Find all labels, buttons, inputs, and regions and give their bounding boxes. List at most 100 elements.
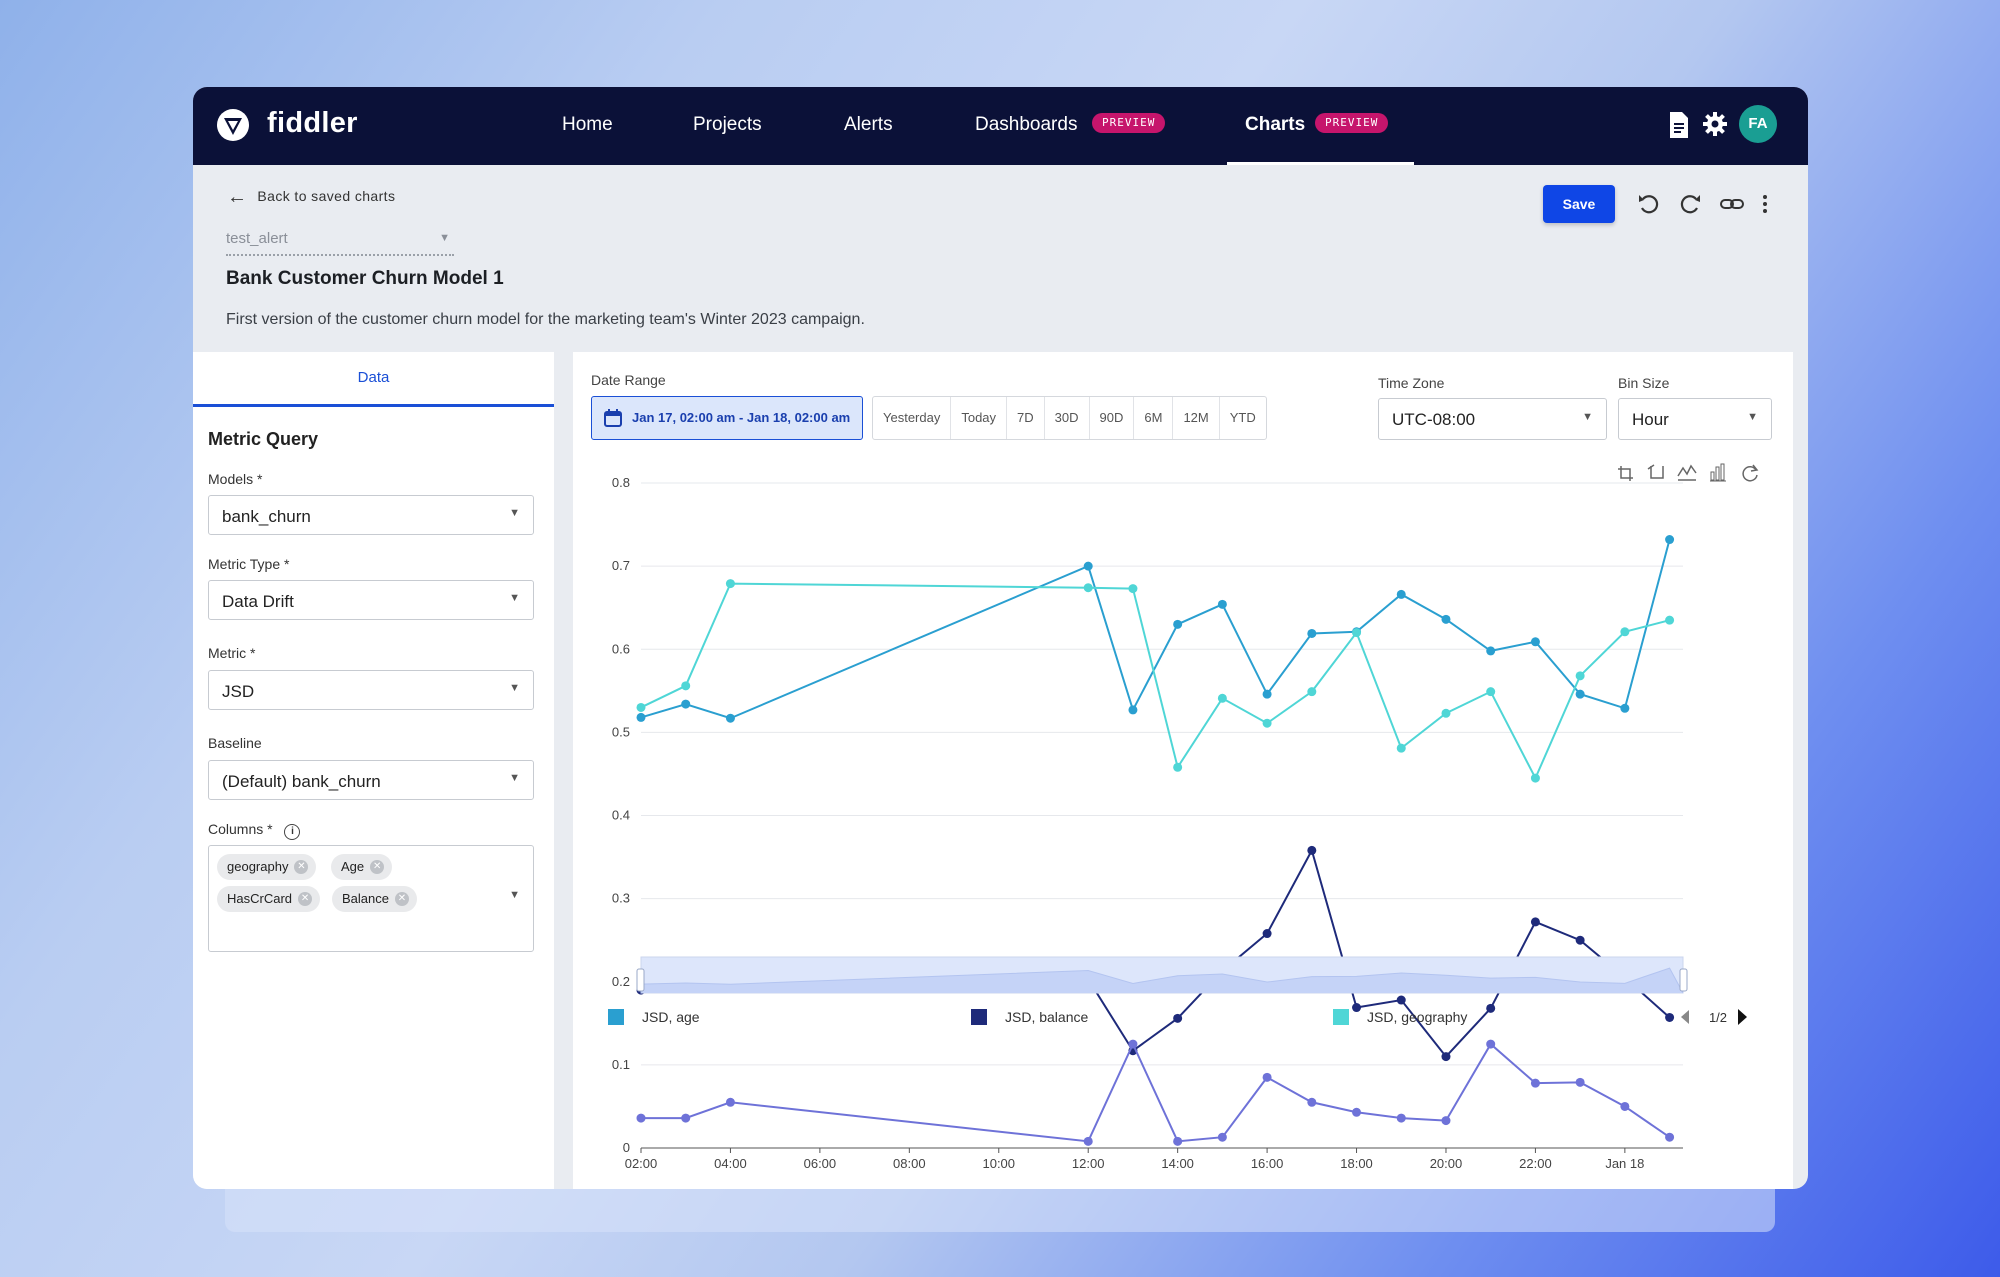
data-point[interactable]: [1128, 1039, 1138, 1049]
bar-icon[interactable]: [1710, 463, 1726, 482]
data-point[interactable]: [1307, 628, 1317, 638]
metric-type-select[interactable]: Data Drift ▼: [208, 580, 534, 620]
back-to-saved-charts-link[interactable]: ← Back to saved charts: [227, 186, 395, 209]
preset-today[interactable]: Today: [951, 397, 1008, 439]
data-point[interactable]: [1173, 619, 1183, 629]
data-point[interactable]: [1128, 705, 1138, 715]
legend-swatch[interactable]: [971, 1009, 987, 1025]
data-point[interactable]: [1262, 1072, 1272, 1082]
time-zone-select[interactable]: UTC-08:00 ▼: [1378, 398, 1607, 440]
drift-line-chart[interactable]: 0 0.1 0.2 0.3 0.4 0.5 0.6 0.7 0.8 02:00 04:00 06:0…: [573, 352, 1793, 1189]
legend-swatch[interactable]: [1333, 1009, 1349, 1025]
slider-handle-left[interactable]: [636, 968, 645, 992]
data-point[interactable]: [1665, 535, 1675, 545]
baseline-select[interactable]: (Default) bank_churn ▼: [208, 760, 534, 800]
data-point[interactable]: [1173, 1013, 1183, 1023]
slider-handle-right[interactable]: [1679, 968, 1688, 992]
data-point[interactable]: [1083, 583, 1093, 593]
bin-size-select[interactable]: Hour ▼: [1618, 398, 1772, 440]
info-icon[interactable]: i: [284, 824, 301, 840]
data-zoom-slider[interactable]: [636, 956, 1688, 994]
remove-chip-icon[interactable]: ✕: [394, 892, 409, 906]
nav-dashboards[interactable]: Dashboards: [975, 114, 1078, 135]
data-point[interactable]: [1530, 1078, 1540, 1088]
data-point[interactable]: [1530, 773, 1540, 783]
line-icon[interactable]: [1677, 464, 1697, 481]
legend-next-icon[interactable]: [1738, 1009, 1747, 1025]
data-point[interactable]: [1262, 929, 1272, 939]
link-icon[interactable]: [1719, 191, 1745, 222]
restore-icon[interactable]: [1742, 464, 1759, 482]
tab-data[interactable]: Data: [193, 352, 554, 407]
data-point[interactable]: [1173, 762, 1183, 772]
legend-swatch[interactable]: [608, 1009, 624, 1025]
data-point[interactable]: [1396, 1113, 1406, 1123]
legend-prev-icon[interactable]: [1681, 1010, 1689, 1024]
preset-yesterday[interactable]: Yesterday: [873, 397, 952, 439]
legend-label[interactable]: JSD, balance: [1005, 1009, 1088, 1025]
preset-30d[interactable]: 30D: [1045, 397, 1090, 439]
data-point[interactable]: [725, 579, 735, 589]
undo-icon[interactable]: [1636, 191, 1662, 222]
data-point[interactable]: [1217, 599, 1227, 609]
data-point[interactable]: [725, 713, 735, 723]
data-point[interactable]: [1530, 637, 1540, 647]
data-point[interactable]: [1620, 703, 1630, 713]
data-point[interactable]: [1307, 845, 1317, 855]
data-point[interactable]: [1352, 628, 1362, 638]
nav-alerts[interactable]: Alerts: [844, 114, 893, 135]
nav-home[interactable]: Home: [562, 114, 613, 135]
document-icon[interactable]: [1667, 111, 1691, 144]
data-point[interactable]: [681, 1113, 691, 1123]
data-point[interactable]: [1307, 1097, 1317, 1107]
data-point[interactable]: [1441, 1052, 1451, 1062]
data-point[interactable]: [1486, 646, 1496, 656]
legend-label[interactable]: JSD, geography: [1367, 1009, 1467, 1025]
data-point[interactable]: [1665, 1012, 1675, 1022]
avatar[interactable]: FA: [1739, 105, 1777, 143]
preset-6m[interactable]: 6M: [1134, 397, 1174, 439]
data-point[interactable]: [1665, 615, 1675, 625]
remove-chip-icon[interactable]: ✕: [298, 892, 313, 906]
data-point[interactable]: [1486, 687, 1496, 697]
data-point[interactable]: [1441, 1116, 1451, 1126]
legend-label[interactable]: JSD, age: [642, 1009, 700, 1025]
preset-90d[interactable]: 90D: [1090, 397, 1135, 439]
data-point[interactable]: [1441, 614, 1451, 624]
preset-ytd[interactable]: YTD: [1229, 410, 1256, 425]
data-point[interactable]: [681, 681, 691, 691]
data-point[interactable]: [1575, 935, 1585, 945]
data-point[interactable]: [1083, 1136, 1093, 1146]
data-point[interactable]: [1396, 589, 1406, 599]
remove-chip-icon[interactable]: ✕: [294, 860, 309, 874]
zoom-reset-icon[interactable]: [1647, 464, 1664, 479]
data-point[interactable]: [1262, 689, 1272, 699]
data-point[interactable]: [1262, 718, 1272, 728]
data-point[interactable]: [636, 702, 646, 712]
zoom-icon[interactable]: [1618, 466, 1633, 481]
data-point[interactable]: [1486, 1003, 1496, 1013]
remove-chip-icon[interactable]: ✕: [370, 860, 385, 874]
models-select[interactable]: bank_churn ▼: [208, 495, 534, 535]
metric-select[interactable]: JSD ▼: [208, 670, 534, 710]
data-point[interactable]: [1396, 743, 1406, 753]
data-point[interactable]: [1665, 1132, 1675, 1142]
data-point[interactable]: [1575, 671, 1585, 681]
data-point[interactable]: [681, 699, 691, 709]
preset-7d[interactable]: 7D: [1007, 397, 1045, 439]
alert-select[interactable]: test_alert ▼: [226, 230, 454, 256]
data-point[interactable]: [1083, 561, 1093, 571]
date-range-picker[interactable]: Jan 17, 02:00 am - Jan 18, 02:00 am: [591, 396, 863, 440]
data-point[interactable]: [1620, 627, 1630, 637]
data-point[interactable]: [1128, 584, 1138, 594]
data-point[interactable]: [1217, 693, 1227, 703]
gear-icon[interactable]: [1702, 111, 1728, 142]
data-point[interactable]: [1530, 917, 1540, 927]
redo-icon[interactable]: [1677, 191, 1703, 222]
data-point[interactable]: [1217, 1132, 1227, 1142]
data-point[interactable]: [725, 1097, 735, 1107]
nav-charts[interactable]: Charts: [1245, 114, 1306, 135]
data-point[interactable]: [636, 1113, 646, 1123]
data-point[interactable]: [1352, 1003, 1362, 1013]
data-point[interactable]: [636, 712, 646, 722]
